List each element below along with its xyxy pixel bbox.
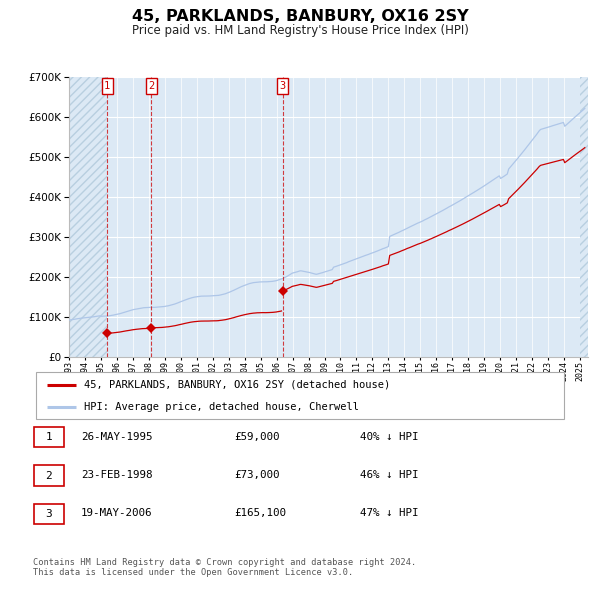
Text: 1: 1 <box>104 81 110 91</box>
Text: 3: 3 <box>45 509 52 519</box>
Bar <box>580 77 588 357</box>
Text: 45, PARKLANDS, BANBURY, OX16 2SY (detached house): 45, PARKLANDS, BANBURY, OX16 2SY (detach… <box>83 380 390 390</box>
Text: £73,000: £73,000 <box>234 470 280 480</box>
Text: £59,000: £59,000 <box>234 432 280 441</box>
Text: 26-MAY-1995: 26-MAY-1995 <box>81 432 152 441</box>
Text: £165,100: £165,100 <box>234 509 286 518</box>
Text: Price paid vs. HM Land Registry's House Price Index (HPI): Price paid vs. HM Land Registry's House … <box>131 24 469 37</box>
Text: 19-MAY-2006: 19-MAY-2006 <box>81 509 152 518</box>
Text: 1: 1 <box>45 432 52 442</box>
Text: 2: 2 <box>148 81 154 91</box>
Text: HPI: Average price, detached house, Cherwell: HPI: Average price, detached house, Cher… <box>83 402 359 412</box>
FancyBboxPatch shape <box>34 427 64 447</box>
Text: 3: 3 <box>280 81 286 91</box>
FancyBboxPatch shape <box>34 504 64 524</box>
Text: 46% ↓ HPI: 46% ↓ HPI <box>360 470 419 480</box>
Bar <box>69 77 107 357</box>
Text: 23-FEB-1998: 23-FEB-1998 <box>81 470 152 480</box>
Text: 45, PARKLANDS, BANBURY, OX16 2SY: 45, PARKLANDS, BANBURY, OX16 2SY <box>131 9 469 24</box>
Text: Contains HM Land Registry data © Crown copyright and database right 2024.
This d: Contains HM Land Registry data © Crown c… <box>33 558 416 577</box>
FancyBboxPatch shape <box>34 466 64 486</box>
Text: 2: 2 <box>45 471 52 480</box>
Text: 47% ↓ HPI: 47% ↓ HPI <box>360 509 419 518</box>
Text: 40% ↓ HPI: 40% ↓ HPI <box>360 432 419 441</box>
FancyBboxPatch shape <box>36 372 564 419</box>
